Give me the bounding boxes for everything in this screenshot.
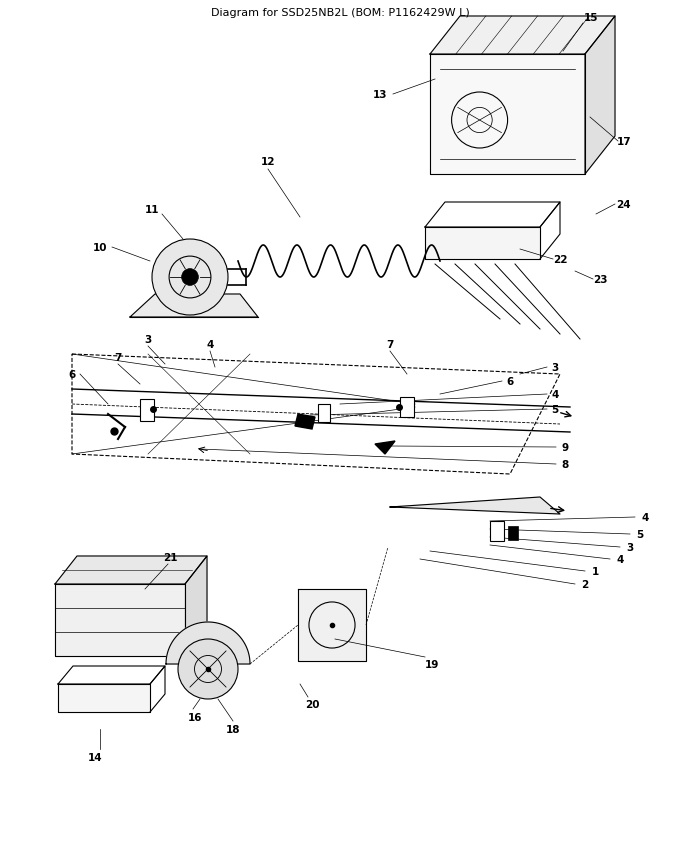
- Text: 7: 7: [114, 353, 122, 363]
- Text: 22: 22: [553, 255, 567, 265]
- Text: 4: 4: [551, 390, 559, 399]
- Text: 3: 3: [144, 334, 152, 344]
- Text: 5: 5: [551, 404, 559, 414]
- Polygon shape: [130, 295, 258, 317]
- Text: 14: 14: [88, 752, 102, 762]
- Text: 5: 5: [636, 529, 644, 539]
- Bar: [508, 527, 518, 540]
- Circle shape: [182, 269, 199, 286]
- Polygon shape: [58, 684, 150, 712]
- Text: 19: 19: [425, 659, 439, 669]
- Text: 12: 12: [260, 157, 275, 167]
- Polygon shape: [430, 17, 615, 55]
- Bar: [400, 398, 414, 418]
- Text: 1: 1: [592, 566, 598, 576]
- Text: 4: 4: [641, 512, 649, 522]
- Text: 17: 17: [617, 137, 631, 147]
- Text: 3: 3: [551, 363, 559, 372]
- Text: 18: 18: [226, 724, 240, 734]
- Text: 15: 15: [583, 13, 598, 23]
- Text: Diagram for SSD25NB2L (BOM: P1162429W L): Diagram for SSD25NB2L (BOM: P1162429W L): [211, 8, 469, 18]
- Text: 4: 4: [616, 555, 624, 565]
- Text: 21: 21: [163, 552, 177, 562]
- Text: 23: 23: [593, 274, 607, 284]
- Polygon shape: [55, 584, 185, 657]
- Circle shape: [152, 240, 228, 316]
- Bar: [318, 404, 330, 423]
- Polygon shape: [166, 622, 250, 664]
- Text: 16: 16: [188, 712, 202, 722]
- Bar: [140, 399, 154, 421]
- Polygon shape: [430, 55, 585, 175]
- Text: 11: 11: [145, 205, 159, 214]
- Polygon shape: [375, 441, 395, 454]
- Text: 4: 4: [206, 339, 214, 349]
- Text: 6: 6: [507, 376, 513, 387]
- Polygon shape: [585, 17, 615, 175]
- Text: 13: 13: [373, 90, 387, 100]
- Text: 3: 3: [626, 543, 634, 552]
- Polygon shape: [298, 589, 366, 661]
- Bar: [490, 522, 504, 541]
- Polygon shape: [55, 556, 207, 584]
- Text: 6: 6: [69, 370, 75, 380]
- Text: 10: 10: [92, 243, 107, 252]
- Circle shape: [178, 639, 238, 699]
- Polygon shape: [390, 497, 560, 514]
- Text: 2: 2: [581, 579, 589, 589]
- Text: 20: 20: [305, 699, 319, 709]
- Polygon shape: [425, 228, 540, 260]
- Text: 24: 24: [615, 200, 630, 210]
- Text: 7: 7: [386, 339, 394, 349]
- Polygon shape: [185, 556, 207, 657]
- Polygon shape: [295, 414, 315, 430]
- Text: 9: 9: [562, 442, 568, 452]
- Text: 8: 8: [562, 459, 568, 469]
